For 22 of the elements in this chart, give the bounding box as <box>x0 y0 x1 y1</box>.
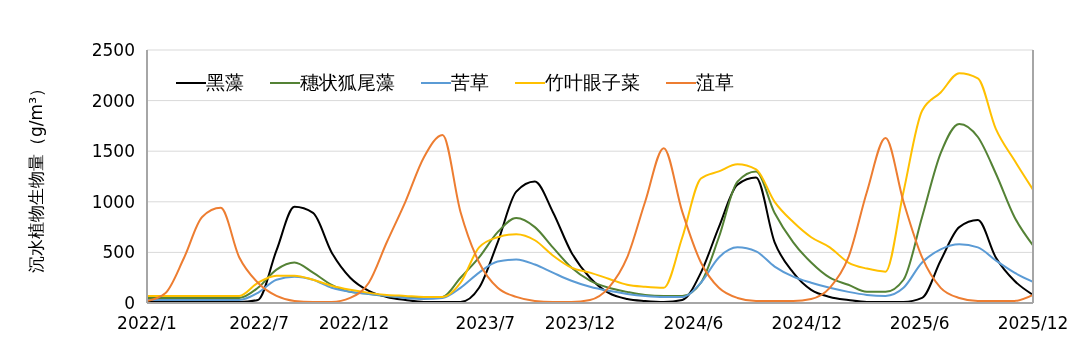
y-tick-label: 1000 <box>91 191 135 212</box>
x-tick-label: 2022/7 <box>229 313 290 334</box>
x-tick-label: 2022/12 <box>318 313 390 334</box>
y-tick-label: 2500 <box>91 40 135 61</box>
legend-label: 黑藻 <box>206 70 244 95</box>
y-tick-label: 2000 <box>91 90 135 111</box>
x-tick-label: 2023/12 <box>544 313 616 334</box>
x-tick-label: 2025/6 <box>889 313 950 334</box>
legend-label: 菹草 <box>696 70 734 95</box>
y-tick-label: 500 <box>102 242 135 263</box>
legend-label: 苦草 <box>451 70 489 95</box>
x-tick-label: 2022/1 <box>117 313 177 334</box>
x-tick-label: 2024/12 <box>771 313 843 334</box>
x-tick-label: 2023/7 <box>455 313 516 334</box>
x-tick-label: 2025/12 <box>997 313 1069 334</box>
y-axis-title: 沉水植物生物量（g/m³） <box>26 80 47 273</box>
y-tick-label: 0 <box>124 293 135 314</box>
legend-label: 穗状狐尾藻 <box>300 70 395 95</box>
x-tick-label: 2024/6 <box>663 313 724 334</box>
line-series <box>147 72 1033 298</box>
legend-label: 竹叶眼子菜 <box>545 70 640 95</box>
y-tick-label: 1500 <box>91 141 135 162</box>
